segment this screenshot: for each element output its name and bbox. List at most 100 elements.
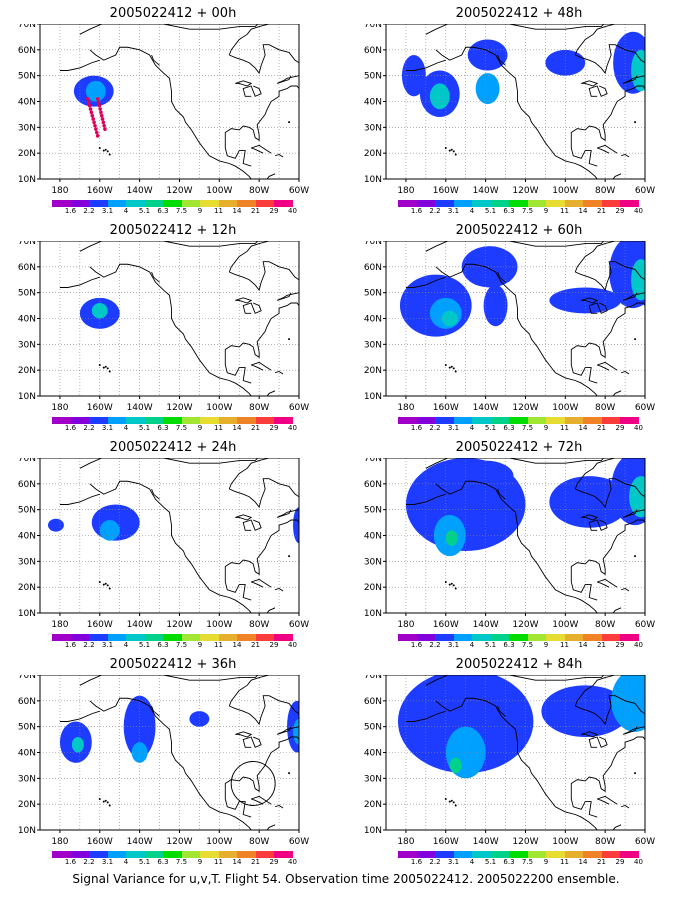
colorbar-label: 4 (123, 641, 129, 649)
colorbar-label: 21 (597, 641, 606, 649)
colorbar-swatch (398, 417, 417, 424)
coastline (251, 795, 272, 805)
colorbar-label: 29 (615, 641, 625, 649)
colorbar-swatch (472, 200, 491, 207)
coastline (266, 824, 276, 830)
colorbar-label: 11 (214, 858, 223, 866)
colorbar-label: 2.2 (83, 858, 95, 866)
colorbar-label: 3.1 (101, 207, 114, 215)
y-tick-label: 50N (18, 72, 36, 82)
y-tick-label: 70N (364, 24, 382, 30)
colorbar-label: 1.6 (64, 207, 77, 215)
colorbar-label: 14 (232, 641, 242, 649)
x-tick-label: 80W (595, 620, 615, 630)
coastline (251, 147, 264, 154)
colorbar-swatch (564, 417, 583, 424)
colorbar-label: 40 (634, 858, 643, 866)
y-tick-label: 50N (364, 289, 382, 299)
coastline (575, 478, 645, 518)
coastline (79, 458, 259, 469)
colorbar-swatch (255, 634, 274, 641)
coastline (266, 607, 276, 613)
colorbar-label: 9 (197, 858, 203, 866)
colorbar-label: 1.6 (410, 641, 423, 649)
colorbar-swatch (416, 417, 435, 424)
colorbar-label: 14 (578, 641, 588, 649)
colorbar-swatch (218, 851, 237, 858)
colorbar-label: 9 (543, 858, 549, 866)
colorbar-label: 14 (578, 858, 588, 866)
y-tick-label: 60N (18, 480, 36, 490)
colorbar-label: 11 (560, 207, 569, 215)
variance-region (611, 675, 645, 732)
coastline (575, 695, 645, 735)
y-tick-label: 50N (18, 289, 36, 299)
panel-title: 2005022412 + 72h (455, 440, 583, 455)
coastline (597, 798, 610, 805)
x-tick-label: 140W (127, 620, 153, 630)
y-tick-label: 30N (18, 557, 36, 567)
x-tick-label: 120W (512, 403, 538, 413)
colorbar-swatch (472, 417, 491, 424)
variance-region (189, 711, 210, 727)
colorbar-swatch (564, 200, 583, 207)
coastline (597, 581, 610, 588)
colorbar-swatch (126, 417, 145, 424)
flight-track-point (91, 117, 95, 121)
colorbar-swatch (435, 634, 454, 641)
variance-region (629, 476, 645, 518)
colorbar: 1.6 2.2 3.1 4 5.1 6.3 7.5 9 11 14 21 29 40 (52, 417, 311, 432)
x-tick-label: 100W (552, 403, 578, 413)
colorbar-label: 2.2 (429, 207, 441, 215)
figure-caption: Signal Variance for u,v,T. Flight 54. Ob… (72, 872, 620, 886)
map-plot: 180 160W 140W 120W 100W 80W 60W 10N 20N 30N 40N 50N… (18, 458, 309, 630)
coastline (224, 788, 252, 818)
colorbar-label: 6.3 (503, 641, 515, 649)
coastline (89, 480, 252, 613)
y-tick-label: 10N (18, 609, 36, 619)
coastline (229, 261, 299, 301)
variance-region (475, 73, 500, 105)
x-tick-label: 160W (433, 186, 459, 196)
y-tick-label: 10N (364, 175, 382, 185)
coastline (229, 478, 299, 518)
colorbar-label: 6.3 (157, 858, 169, 866)
panel-title: 2005022412 + 48h (455, 6, 583, 21)
colorbar-swatch (107, 851, 126, 858)
map-plot: 180 160W 140W 120W 100W 80W 60W 10N 20N 30N 40N 50N… (364, 458, 655, 630)
map-plot: 180 160W 140W 120W 100W 80W 60W 10N 20N 30N 40N 50N… (18, 24, 309, 196)
flight-track-point (87, 103, 92, 108)
x-tick-label: 140W (473, 186, 499, 196)
colorbar-swatch (453, 417, 472, 424)
y-tick-label: 60N (364, 263, 382, 273)
coastline (597, 578, 618, 588)
coastline (497, 271, 506, 283)
x-tick-label: 140W (127, 186, 153, 196)
colorbar-label: 11 (214, 641, 223, 649)
x-tick-label: 60W (635, 186, 655, 196)
y-tick-label: 40N (364, 749, 382, 759)
colorbar-swatch (52, 200, 71, 207)
colorbar-swatch (237, 200, 256, 207)
coastline (235, 514, 253, 521)
forecast-map-panel: 2005022412 + 36h 180 160W 140W 120W 100W 80W 60… (0, 651, 346, 867)
colorbar-label: 3.1 (447, 424, 460, 432)
x-tick-label: 100W (206, 403, 232, 413)
colorbar-label: 29 (615, 424, 625, 432)
colorbar-label: 21 (597, 207, 606, 215)
colorbar-label: 4 (469, 207, 475, 215)
coastline (228, 241, 270, 273)
colorbar-swatch (218, 634, 237, 641)
colorbar: 1.6 2.2 3.1 4 5.1 6.3 7.5 9 11 14 21 29 40 (52, 200, 311, 215)
coastline (251, 581, 264, 588)
flight-track-point (86, 97, 90, 101)
colorbar-label: 4 (123, 207, 129, 215)
flight-track-point (94, 127, 98, 131)
x-tick-label: 80W (249, 620, 269, 630)
x-tick-label: 180 (51, 837, 68, 847)
x-tick-label: 160W (433, 620, 459, 630)
colorbar-label: 2.2 (429, 424, 441, 432)
colorbar-label: 6.3 (157, 641, 169, 649)
x-tick-label: 120W (166, 837, 192, 847)
forecast-map-panel: 2005022412 + 24h 180 160W 140W 120W 100W 80W 60… (0, 434, 346, 650)
